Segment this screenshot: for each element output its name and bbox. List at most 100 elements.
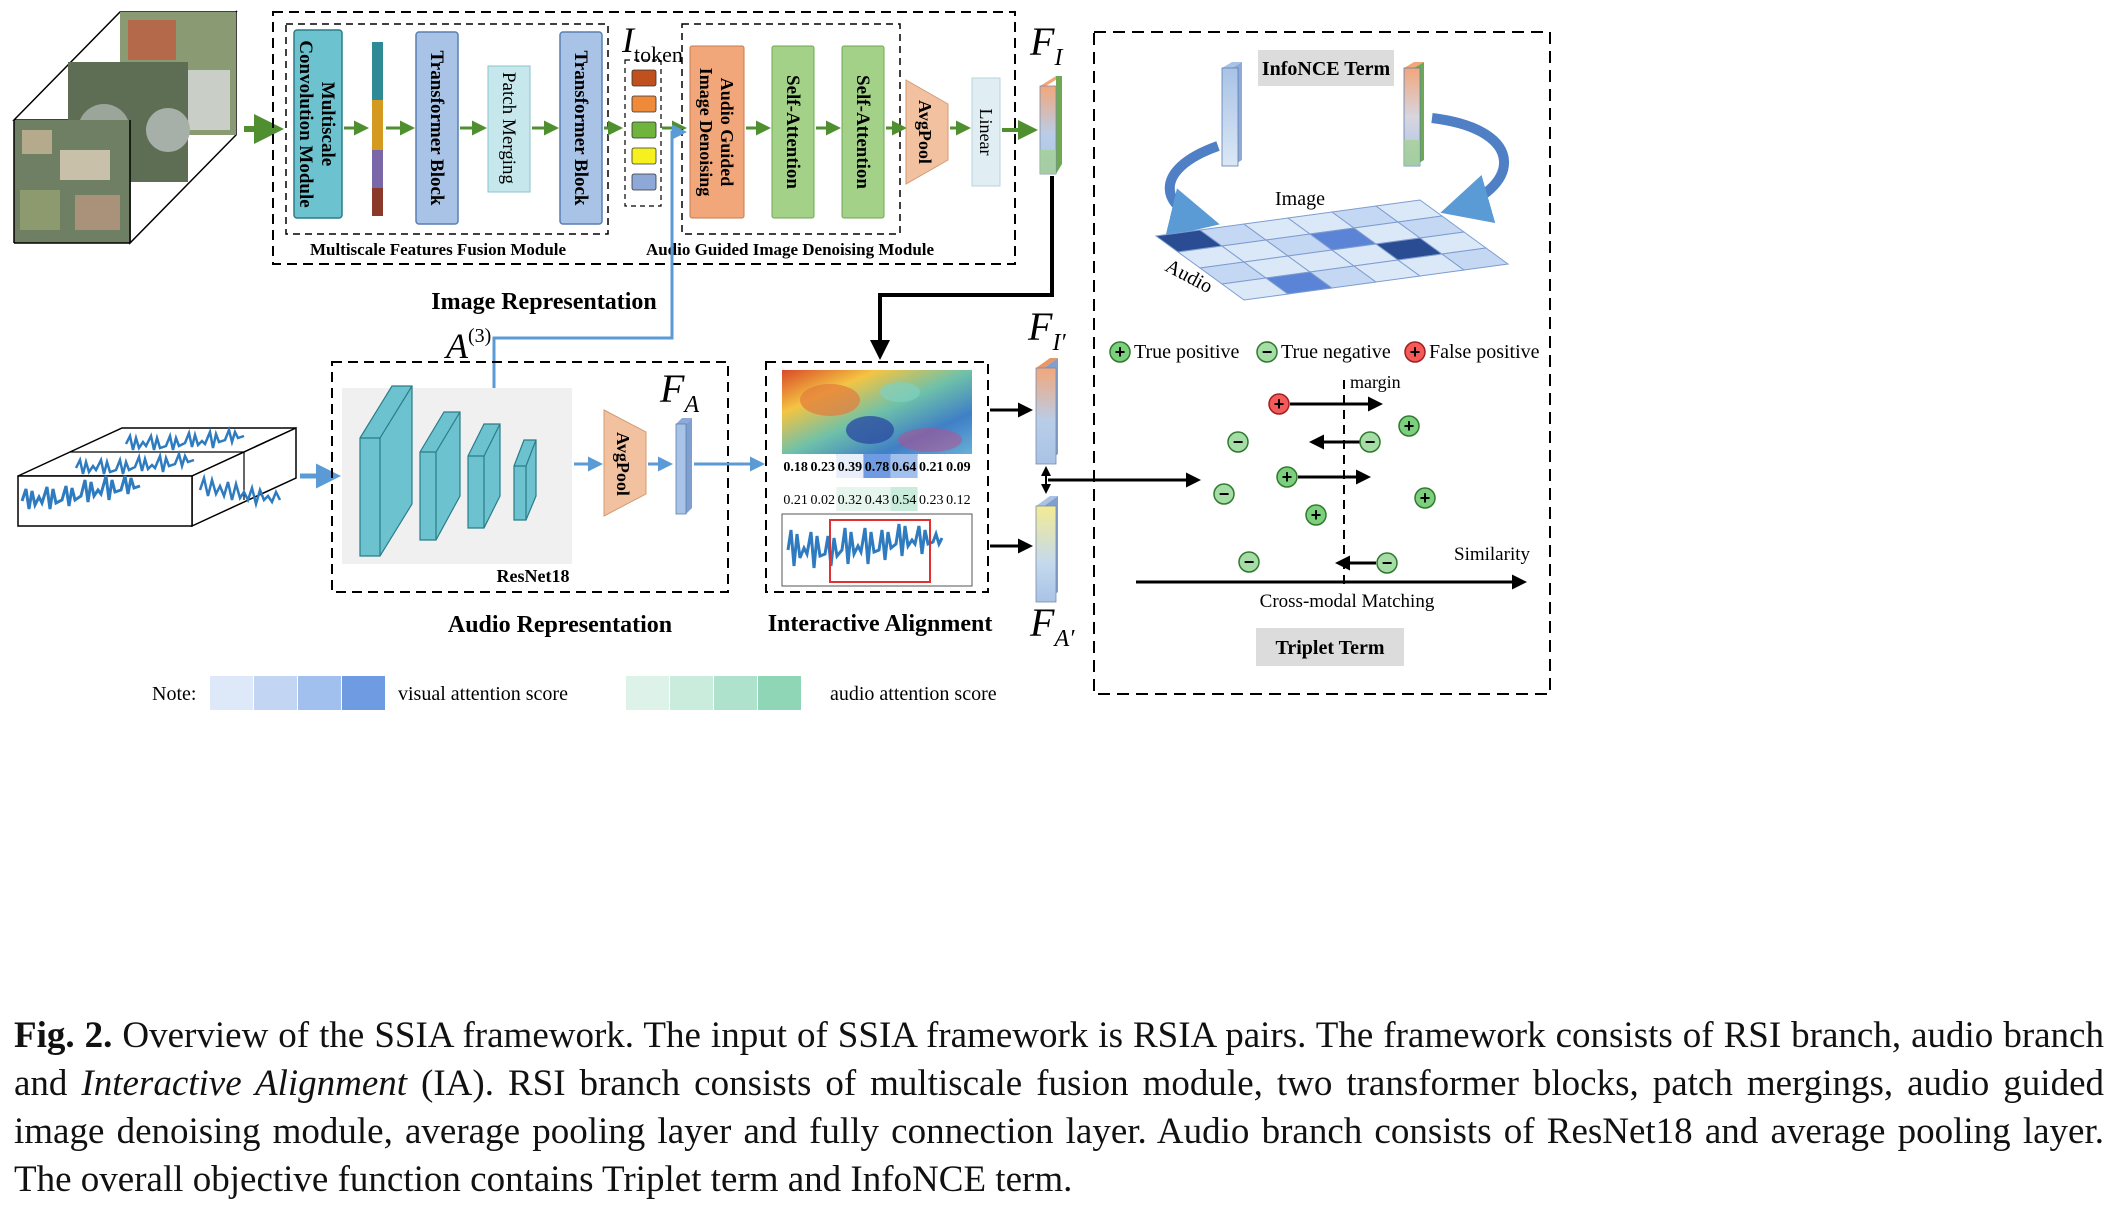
score-cell xyxy=(809,454,837,478)
agid-line-2: Image Denoising xyxy=(696,68,716,197)
score-value: 0.23 xyxy=(919,493,944,508)
score-value: 0.21 xyxy=(783,493,808,508)
fa-prime-symbol: FA′ xyxy=(1029,600,1075,652)
fi-to-alignment-arrow xyxy=(870,176,1054,360)
attention-heatmap xyxy=(782,370,972,456)
score-cell xyxy=(944,454,972,478)
interactive-alignment-title: Interactive Alignment xyxy=(768,611,993,637)
fa-prime-feature-vector xyxy=(1035,496,1058,603)
sample-symbol: + xyxy=(1404,416,1415,436)
audio-score-swatches xyxy=(626,676,801,710)
matrix-image-label: Image xyxy=(1275,188,1325,210)
self-attention-block-2 xyxy=(841,45,885,219)
sample-symbol: − xyxy=(1233,432,1244,452)
margin-label: margin xyxy=(1350,372,1401,392)
sample-marker xyxy=(1398,415,1420,437)
infonce-term-box xyxy=(1258,50,1394,86)
image-avgpool xyxy=(905,79,949,185)
note-swatch xyxy=(714,676,757,710)
caption-text-1: Overview of the SSIA framework. The inpu… xyxy=(14,1015,2104,1104)
sample-symbol: + xyxy=(1282,467,1293,487)
audio-avgpool xyxy=(603,409,647,517)
transformer-block-2-label: Transformer Block xyxy=(570,51,591,206)
score-value: 0.32 xyxy=(838,493,863,508)
score-cell xyxy=(890,454,918,478)
matrix-cell xyxy=(1440,247,1510,271)
score-cell xyxy=(836,487,864,511)
score-cell xyxy=(863,454,891,478)
visual-score-swatches xyxy=(210,676,385,710)
self-attention-label-1: Self-Attention xyxy=(782,75,803,189)
alignment-waveform xyxy=(781,513,973,587)
triplet-term-label: Triplet Term xyxy=(1275,637,1384,659)
note-swatch xyxy=(626,676,669,710)
legend-true-positive: True positive xyxy=(1134,341,1240,363)
true-negative-icon xyxy=(1256,341,1278,363)
note-swatch xyxy=(758,676,801,710)
visual-note-label: visual attention score xyxy=(398,683,568,705)
image-representation-box xyxy=(272,11,1016,265)
sample-symbol: + xyxy=(1420,488,1431,508)
legend-true-negative: True negative xyxy=(1281,341,1391,363)
triplet-scatter: + + − − + − + + − − xyxy=(1213,393,1436,574)
caption-italic: Interactive Alignment xyxy=(81,1063,408,1104)
infonce-right-vector xyxy=(1403,62,1424,167)
resnet-layers xyxy=(359,385,537,557)
image-avgpool-label: AvgPool xyxy=(915,100,935,164)
score-cell xyxy=(782,487,810,511)
sample-marker xyxy=(1276,466,1298,488)
image-representation-title: Image Representation xyxy=(431,289,657,315)
audio-guided-denoising-label: Audio GuidedImage Denoising xyxy=(696,68,737,197)
note-swatch xyxy=(342,676,385,710)
sample-symbol: − xyxy=(1382,553,1393,573)
infonce-term-label: InfoNCE Term xyxy=(1262,58,1391,80)
sample-marker xyxy=(1305,504,1327,526)
input-image-stack xyxy=(12,10,238,245)
sample-marker xyxy=(1268,393,1290,415)
infonce-left-vector xyxy=(1221,62,1242,167)
score-cell xyxy=(782,454,810,478)
visual-score-row: 0.18 0.23 0.39 0.78 0.64 0.21 0.09 xyxy=(782,454,972,478)
svg-text:+: + xyxy=(1115,342,1126,362)
sample-marker xyxy=(1227,431,1249,453)
fi-prime-symbol: FI′ xyxy=(1027,304,1066,356)
agid-line-1: Audio Guided xyxy=(717,78,737,187)
score-value: 0.21 xyxy=(919,460,944,475)
note-swatch xyxy=(254,676,297,710)
similarity-label: Similarity xyxy=(1454,544,1531,565)
patch-merging-block xyxy=(487,65,531,193)
sample-marker xyxy=(1414,487,1436,509)
fi-symbol: FI xyxy=(1029,19,1063,71)
sample-symbol: + xyxy=(1274,394,1285,414)
audio-avgpool-label: AvgPool xyxy=(613,432,633,496)
sample-marker xyxy=(1213,483,1235,505)
note-swatch xyxy=(298,676,341,710)
curved-arrow-right xyxy=(1431,113,1509,224)
score-cell xyxy=(944,487,972,511)
fa-feature-vector xyxy=(675,418,692,515)
score-cell xyxy=(809,487,837,511)
caption-fig-label: Fig. 2. xyxy=(14,1015,113,1056)
transformer-block-1-label: Transformer Block xyxy=(426,51,447,206)
sample-marker xyxy=(1238,551,1260,573)
audio-note-label: audio attention score xyxy=(830,683,997,705)
cross-modal-matching-label: Cross-modal Matching xyxy=(1260,591,1435,612)
note-swatch xyxy=(670,676,713,710)
patch-merging-label: Patch Merging xyxy=(498,72,519,185)
true-positive-icon xyxy=(1109,341,1131,363)
interactive-alignment-box xyxy=(765,361,989,593)
audio-representation-title: Audio Representation xyxy=(448,612,672,638)
sample-symbol: − xyxy=(1244,552,1255,572)
note-label: Note: xyxy=(152,683,196,705)
multiscale-line-2: Convolution Module xyxy=(295,40,316,207)
framework-diagram: MultiscaleConvolution Module Transformer… xyxy=(12,10,1551,710)
svg-text:−: − xyxy=(1262,342,1273,362)
legend-false-positive: False positive xyxy=(1429,341,1540,363)
false-positive-icon xyxy=(1404,341,1426,363)
linear-layer xyxy=(971,77,1001,187)
caption-text-2: (IA). RSI branch consists of multiscale … xyxy=(14,1063,2104,1200)
score-cell xyxy=(863,487,891,511)
itoken-box xyxy=(624,59,662,207)
fi-feature-vector xyxy=(1039,76,1062,175)
audio-score-row: 0.21 0.02 0.32 0.43 0.54 0.23 0.12 xyxy=(782,487,972,511)
